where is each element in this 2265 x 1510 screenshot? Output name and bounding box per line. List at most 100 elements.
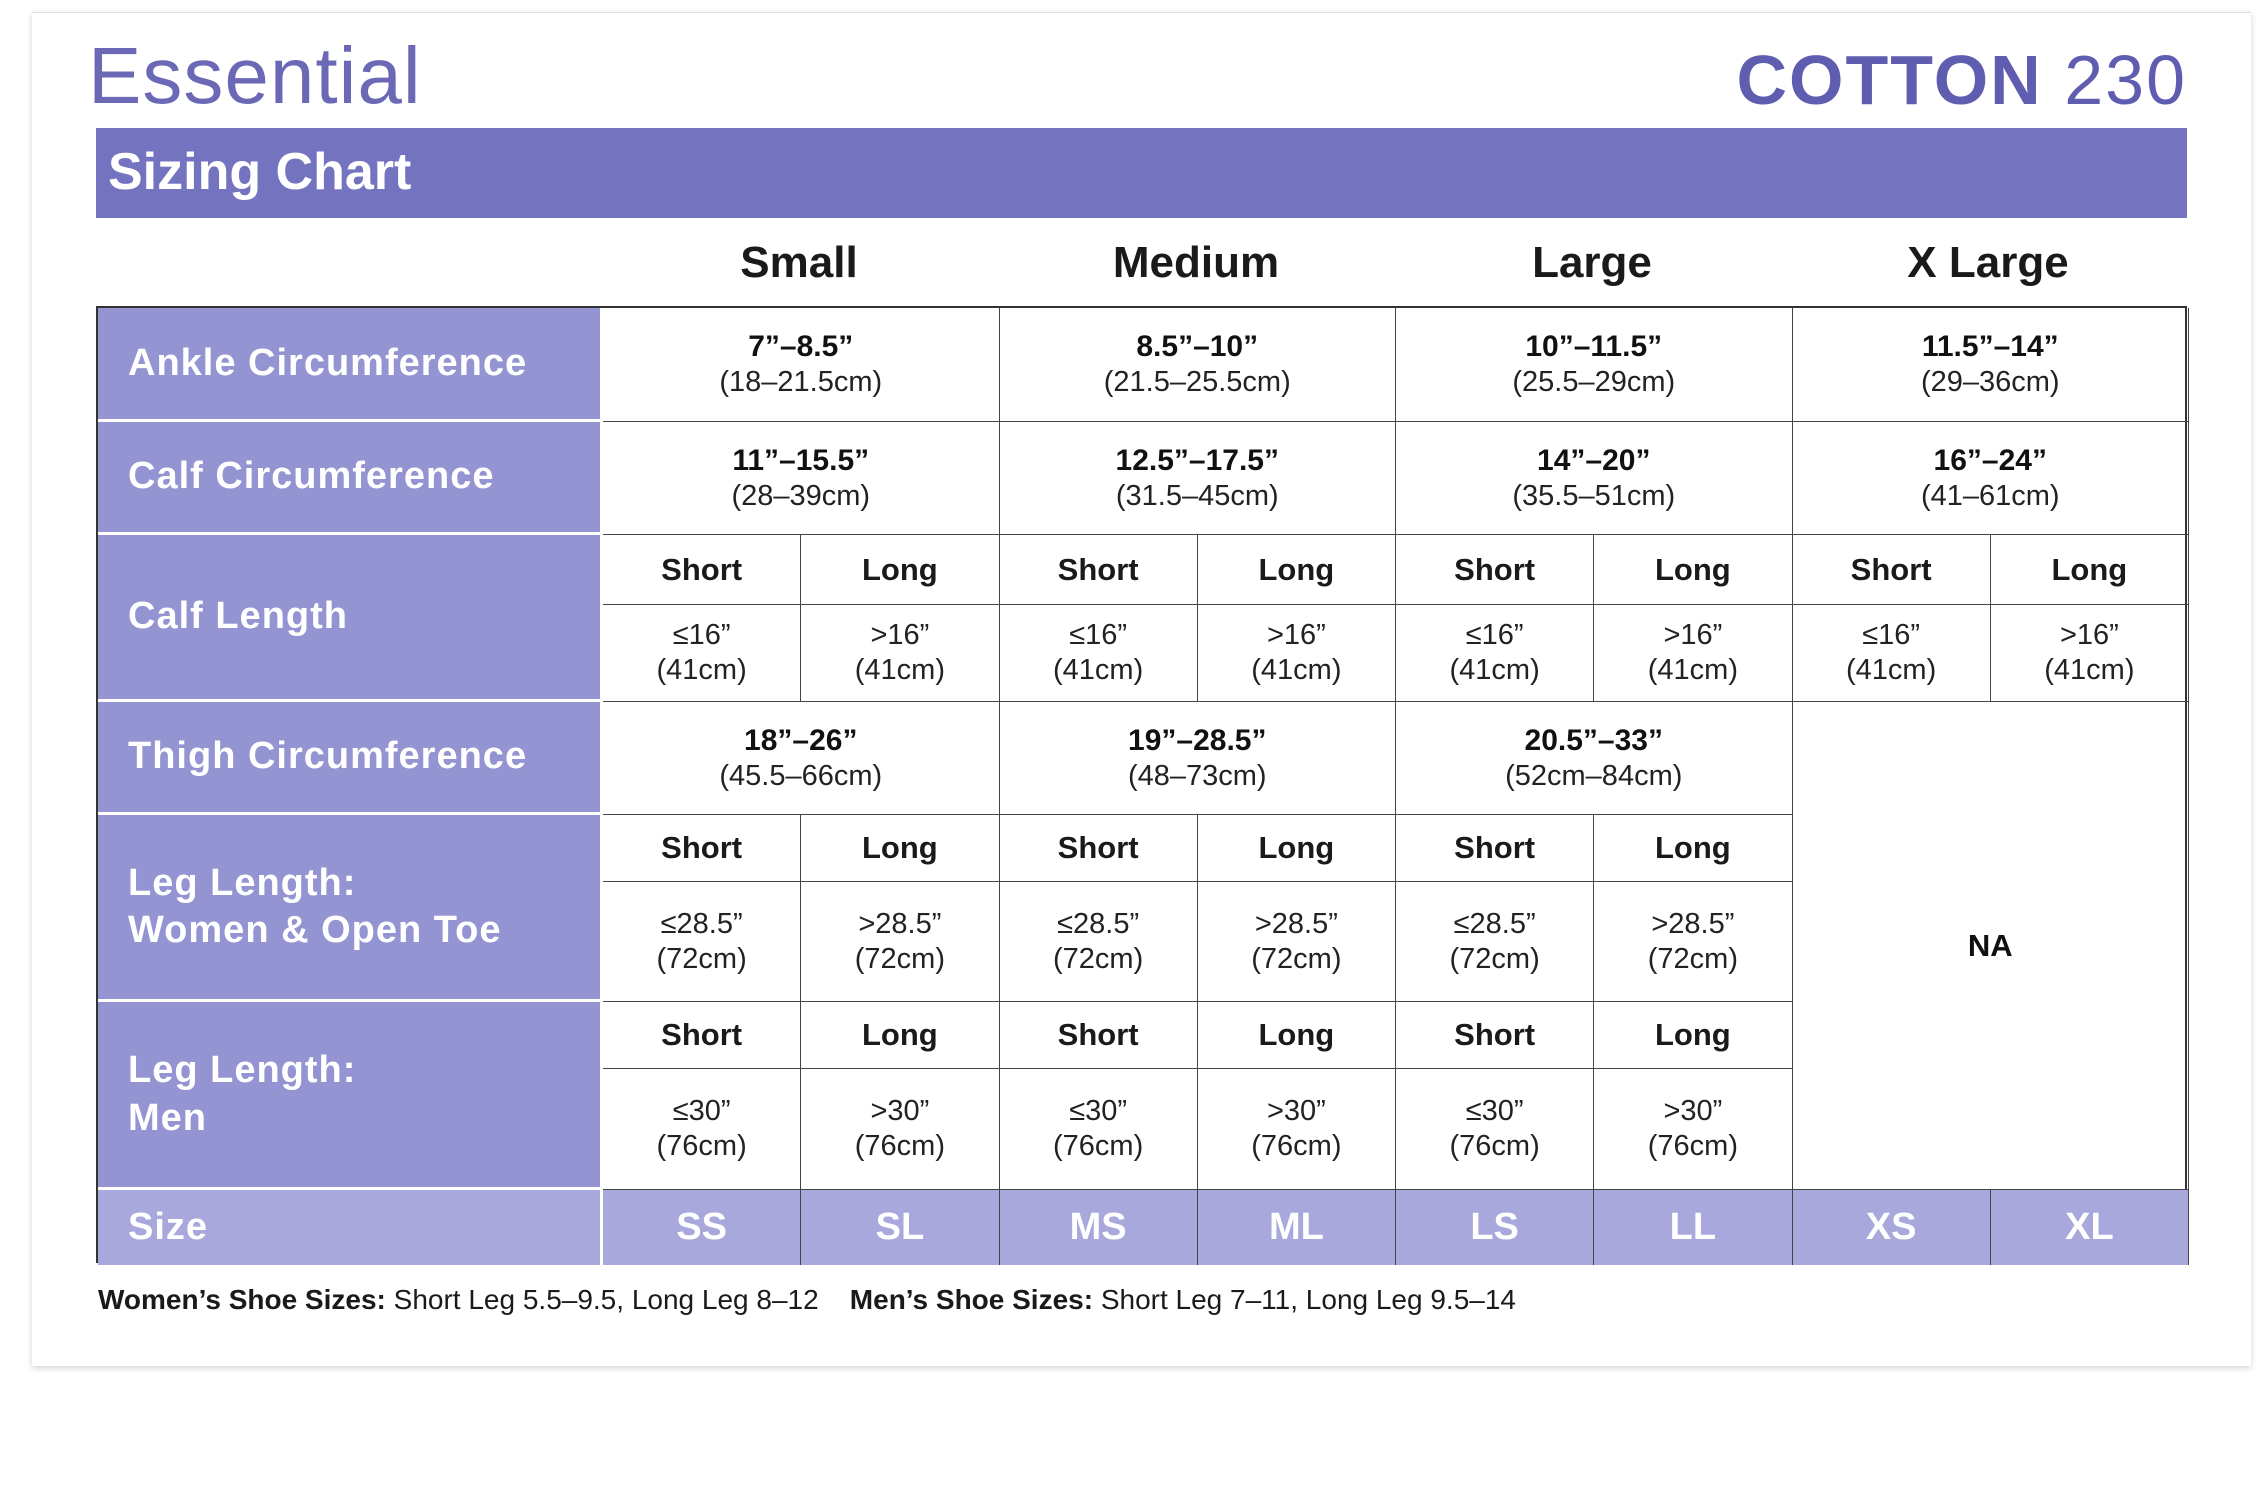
label-leg-men-line: Leg Length: <box>128 1049 357 1091</box>
leg-women-value: ≤28.5” (72cm) <box>603 882 802 1002</box>
calf-length-subheader-line: Long <box>862 551 938 587</box>
calf-length-value-line: (41cm) <box>854 654 945 686</box>
calf-length-subheader: Short <box>1792 535 1991 605</box>
label-leg-men: Leg Length: Men <box>98 1002 603 1190</box>
thigh-value: 18”–26” (45.5–66cm) <box>603 702 1000 815</box>
leg-women-subheader: Long <box>1594 815 1793 882</box>
size-code-line: XS <box>1865 1205 1917 1248</box>
leg-women-subheader-line: Long <box>1655 830 1731 866</box>
leg-women-value-line: (72cm) <box>1251 942 1342 975</box>
leg-women-value-line: (72cm) <box>854 942 945 975</box>
na-cell: NA <box>1792 702 2189 1190</box>
leg-men-value-line: ≤30” <box>672 1095 731 1128</box>
calf-length-value: ≤16” (41cm) <box>999 605 1198 702</box>
na-cell-line: NA <box>1967 927 2013 963</box>
size-code: XS <box>1792 1190 1991 1265</box>
leg-women-subheader: Long <box>801 815 1000 882</box>
calf-length-value: >16” (41cm) <box>1990 605 2189 702</box>
calf-length-subheader: Long <box>1197 535 1396 605</box>
calf-length-value-line: (41cm) <box>656 654 747 686</box>
calf-value-line: 14”–20” <box>1537 443 1651 477</box>
men-shoe-value: Short Leg 7–11, Long Leg 9.5–14 <box>1093 1284 1516 1315</box>
calf-length-subheader-line: Short <box>1057 551 1139 587</box>
calf-value-line: (41–61cm) <box>1920 479 2060 512</box>
thigh-value-line: 20.5”–33” <box>1524 723 1663 757</box>
leg-women-value-line: ≤28.5” <box>1057 907 1140 940</box>
leg-men-subheader: Long <box>801 1002 1000 1069</box>
size-code: XL <box>1990 1190 2189 1265</box>
calf-value-line: (28–39cm) <box>731 479 871 512</box>
calf-length-value-line: (41cm) <box>1846 654 1937 686</box>
label-ankle: Ankle Circumference <box>98 308 603 422</box>
thigh-value-line: (48–73cm) <box>1127 759 1267 792</box>
calf-length-subheader-line: Long <box>1258 551 1335 587</box>
leg-men-subheader-line: Long <box>1258 1017 1335 1053</box>
brand-name: Essential <box>88 31 422 120</box>
calf-value-line: (35.5–51cm) <box>1512 479 1676 512</box>
calf-length-value-line: (41cm) <box>1647 654 1738 686</box>
size-code: LS <box>1396 1190 1595 1265</box>
leg-men-subheader: Short <box>603 1002 802 1069</box>
calf-length-subheader-line: Short <box>1850 551 1932 587</box>
calf-length-subheader-line: Short <box>661 551 743 587</box>
leg-women-value-line: (72cm) <box>1647 942 1738 975</box>
label-calf-length-line: Calf Length <box>128 595 348 638</box>
leg-men-subheader-line: Short <box>1057 1017 1139 1053</box>
leg-men-value-line: (76cm) <box>1647 1130 1738 1162</box>
size-code: LL <box>1594 1190 1793 1265</box>
calf-length-subheader: Long <box>801 535 1000 605</box>
size-code-line: XL <box>2065 1205 2114 1248</box>
ankle-value-line: 10”–11.5” <box>1525 330 1663 364</box>
calf-value-line: 16”–24” <box>1933 443 2047 477</box>
label-calf-length: Calf Length <box>98 535 603 702</box>
calf-length-subheader: Long <box>1990 535 2189 605</box>
leg-men-value: >30” (76cm) <box>1594 1069 1793 1190</box>
ankle-value-line: 11.5”–14” <box>1921 330 2059 364</box>
shoe-sizes-note: Women’s Shoe Sizes: Short Leg 5.5–9.5, L… <box>98 1284 1516 1316</box>
product-name: COTTON 230 <box>1736 40 2187 120</box>
calf-length-subheader-line: Short <box>1454 551 1536 587</box>
leg-men-value-line: >30” <box>1266 1095 1326 1128</box>
leg-men-value-line: ≤30” <box>1069 1095 1128 1128</box>
calf-value-line: 12.5”–17.5” <box>1115 443 1279 477</box>
leg-women-subheader-line: Long <box>1258 830 1335 866</box>
calf-length-value-line: ≤16” <box>672 619 731 652</box>
calf-length-value: ≤16” (41cm) <box>1396 605 1595 702</box>
leg-women-value: ≤28.5” (72cm) <box>999 882 1198 1002</box>
size-code-line: MS <box>1069 1205 1127 1248</box>
label-leg-women-line: Leg Length: <box>128 861 357 904</box>
leg-women-value-line: (72cm) <box>656 942 747 975</box>
label-calf-line: Calf Circumference <box>128 455 495 498</box>
leg-women-value: ≤28.5” (72cm) <box>1396 882 1595 1002</box>
leg-women-value-line: (72cm) <box>1053 942 1144 975</box>
leg-women-subheader: Short <box>999 815 1198 882</box>
label-ankle-line: Ankle Circumference <box>128 341 528 384</box>
calf-length-subheader-line: Long <box>1655 551 1731 587</box>
thigh-value: 20.5”–33” (52cm–84cm) <box>1396 702 1793 815</box>
leg-men-value-line: (76cm) <box>1251 1130 1342 1162</box>
label-thigh: Thigh Circumference <box>98 702 603 815</box>
sizing-table: Ankle Circumference 7”–8.5” (18–21.5cm) 8.5… <box>96 306 2189 1265</box>
calf-length-value-line: >16” <box>1663 619 1723 652</box>
calf-length-value-line: ≤16” <box>1862 619 1921 652</box>
leg-women-value-line: >28.5” <box>858 907 942 940</box>
calf-value: 12.5”–17.5” (31.5–45cm) <box>999 422 1396 535</box>
calf-length-subheader: Short <box>603 535 802 605</box>
calf-value: 14”–20” (35.5–51cm) <box>1396 422 1793 535</box>
calf-length-value-line: (41cm) <box>2044 654 2135 686</box>
calf-length-subheader: Short <box>1396 535 1595 605</box>
leg-men-value: ≤30” (76cm) <box>999 1069 1198 1190</box>
leg-men-subheader: Long <box>1197 1002 1396 1069</box>
leg-women-subheader-line: Short <box>1057 830 1139 866</box>
label-size-line: Size <box>128 1205 209 1248</box>
size-header-xlarge: X Large <box>1907 238 2069 287</box>
leg-women-value-line: ≤28.5” <box>660 907 743 940</box>
ankle-value-line: (25.5–29cm) <box>1512 366 1676 399</box>
size-header-large: Large <box>1532 238 1652 287</box>
size-code-line: LS <box>1470 1205 1519 1248</box>
leg-women-subheader-line: Short <box>1454 830 1536 866</box>
thigh-value-line: (45.5–66cm) <box>719 759 883 792</box>
leg-men-value-line: ≤30” <box>1465 1095 1524 1128</box>
leg-women-value-line: (72cm) <box>1449 942 1540 975</box>
size-code-line: SS <box>676 1205 727 1248</box>
